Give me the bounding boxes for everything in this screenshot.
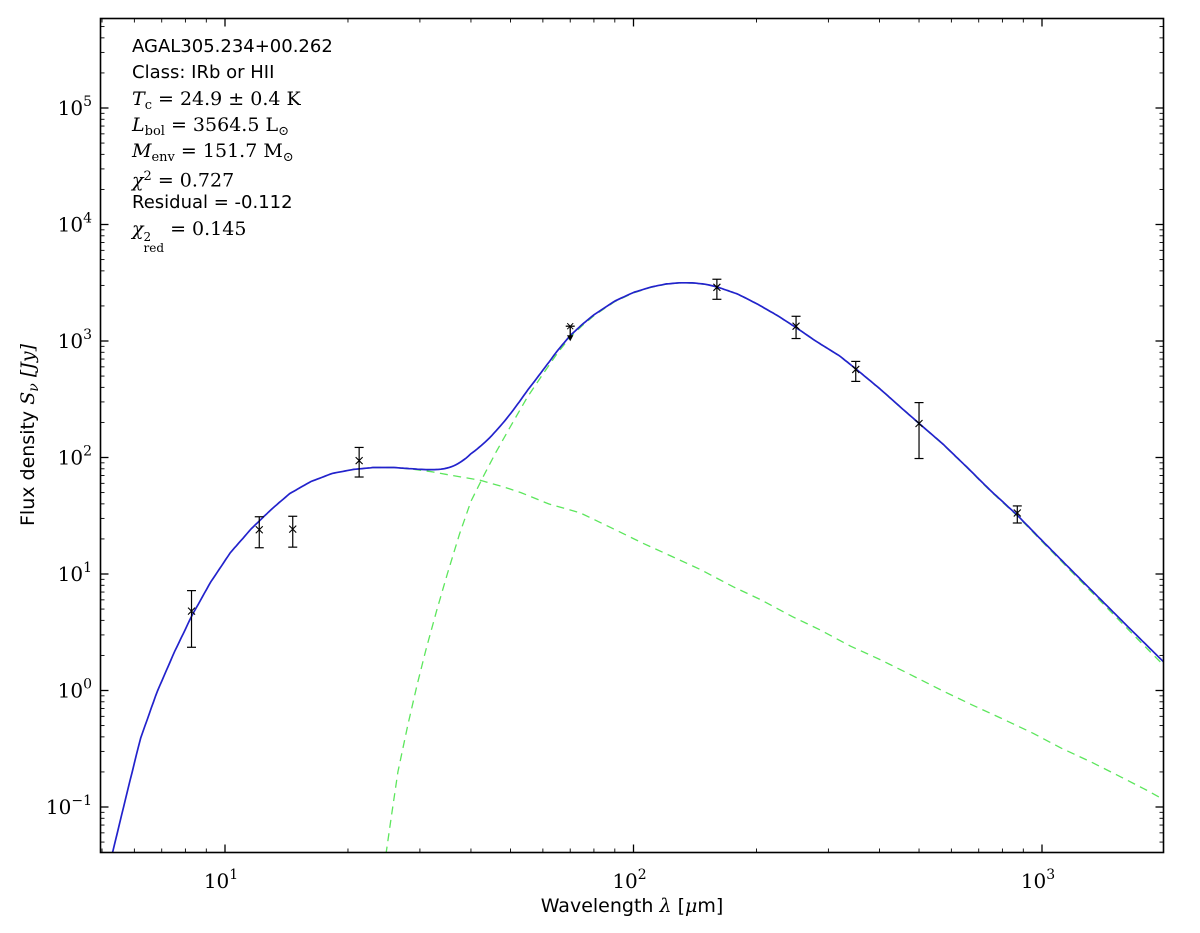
annotation-text: = 3564.5 L	[164, 114, 279, 136]
sup-sub-stack: 2 red	[143, 230, 165, 255]
annotation-line: χ 2 red = 0.145	[132, 216, 333, 254]
annotation-text: 2	[143, 169, 152, 184]
annotation-text: T	[132, 88, 145, 110]
warm-component-curve	[372, 466, 1164, 801]
data-marker	[1013, 509, 1022, 517]
y-tick-label: 100	[58, 677, 92, 703]
data-marker	[187, 607, 196, 616]
x-tick-label: 103	[1021, 867, 1055, 893]
annotation-line: Class: IRb or HII	[132, 60, 333, 86]
data-marker	[288, 525, 297, 533]
x-tick-label: 102	[612, 867, 646, 893]
data-marker	[792, 322, 800, 331]
y-tick-label: 102	[58, 444, 92, 470]
annotation-text: ⊙	[278, 124, 289, 140]
annotation-text: c	[144, 98, 152, 114]
x-tick-label: 101	[204, 867, 238, 893]
annotation-text: = 0.145	[164, 218, 247, 240]
y-tick-label: 104	[58, 211, 92, 237]
y-tick-label: 103	[58, 327, 92, 353]
data-marker	[255, 525, 264, 534]
annotation-line: χ2 = 0.727	[132, 164, 333, 192]
annotation-text: env	[151, 150, 175, 166]
data-marker	[712, 283, 721, 292]
annotation-line: Residual = -0.112	[132, 190, 333, 216]
upper-limit-arrowhead	[567, 335, 574, 342]
plot-frame	[99, 17, 1165, 854]
annotation-text: χ	[132, 169, 144, 192]
x-axis-label: Wavelength λ [μm]	[541, 895, 724, 917]
model-total-curve	[111, 281, 1164, 853]
annotation-text: Residual = -0.112	[132, 192, 293, 213]
annotation-line: Lbol = 3564.5 L⊙	[132, 112, 333, 140]
annotation-text: AGAL305.234+00.262	[132, 36, 333, 57]
annotation-block: AGAL305.234+00.262 Class: IRb or HII Tc = …	[132, 34, 333, 254]
annotation-text: M	[132, 140, 152, 162]
annotation-text: Class: IRb or HII	[132, 62, 275, 83]
annotation-text: L	[132, 114, 145, 136]
data-marker	[915, 419, 923, 428]
annotation-text: ⊙	[282, 150, 294, 166]
annotation-line: AGAL305.234+00.262	[132, 34, 333, 60]
annotation-text: = 24.9 ± 0.4 K	[151, 88, 301, 110]
annotation-text: = 0.727	[151, 169, 235, 192]
cold-component-curve	[385, 282, 1164, 853]
y-tick-label: 105	[58, 94, 92, 120]
data-marker	[851, 365, 860, 374]
annotation-text: = 151.7 M	[174, 140, 283, 162]
y-tick-label: 101	[58, 560, 92, 586]
annotation-text: χ	[132, 218, 144, 240]
y-axis-label: Flux density Sν [Jy]	[17, 343, 42, 526]
y-tick-label: 10−1	[46, 793, 92, 819]
annotation-text: bol	[144, 124, 165, 140]
data-marker	[355, 456, 364, 465]
annotation-line: Tc = 24.9 ± 0.4 K	[132, 86, 333, 114]
annotation-line: Menv = 151.7 M⊙	[132, 138, 333, 166]
